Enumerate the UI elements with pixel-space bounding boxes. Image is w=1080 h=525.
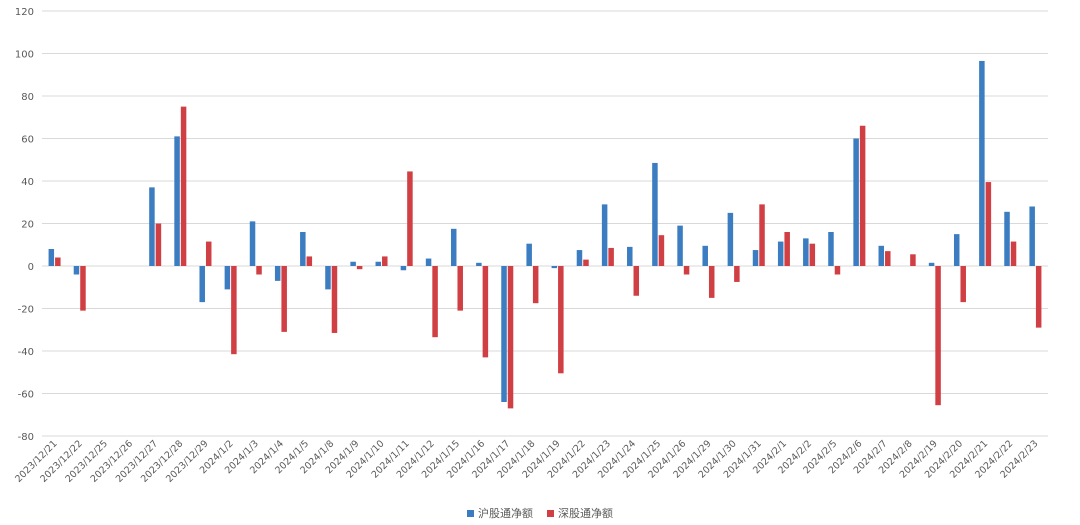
bar-series-2 xyxy=(834,266,841,275)
bar-series-2 xyxy=(985,182,992,266)
bar-series-1 xyxy=(1029,206,1035,266)
y-tick-label: 0 xyxy=(28,262,34,273)
legend: 沪股通净额 深股通净额 xyxy=(0,505,1080,521)
legend-swatch-series-2 xyxy=(547,509,554,517)
bar-series-1 xyxy=(928,262,935,266)
bar-series-2 xyxy=(658,235,665,266)
bar-series-2 xyxy=(558,266,564,374)
bar-series-1 xyxy=(878,245,885,266)
y-tick-label: -40 xyxy=(18,347,34,358)
bar-series-1 xyxy=(476,262,482,266)
bar-series-2 xyxy=(910,254,916,266)
bar-series-1 xyxy=(727,212,734,266)
bar-series-1 xyxy=(400,266,407,271)
bar-series-1 xyxy=(1004,211,1010,266)
bar-series-2 xyxy=(482,266,489,358)
bar-series-1 xyxy=(224,266,231,290)
bar-series-1 xyxy=(601,204,608,266)
bar-series-2 xyxy=(507,266,514,409)
y-tick-label: -20 xyxy=(18,305,34,316)
y-tick-label: 120 xyxy=(15,7,34,18)
bar-series-1 xyxy=(576,250,583,266)
bar-series-1 xyxy=(953,234,960,266)
bar-series-1 xyxy=(803,238,809,266)
bar-series-1 xyxy=(652,162,658,266)
bar-series-1 xyxy=(174,136,180,266)
legend-label-series-2: 深股通净额 xyxy=(558,507,613,520)
bar-series-2 xyxy=(708,266,715,298)
bar-series-1 xyxy=(501,266,507,402)
bar-series-1 xyxy=(199,266,205,303)
bar-series-2 xyxy=(306,256,313,266)
legend-label-series-1: 沪股通净额 xyxy=(478,507,533,520)
bar-series-2 xyxy=(1035,266,1042,328)
bar-series-1 xyxy=(777,241,784,266)
bar-series-2 xyxy=(231,266,237,355)
y-tick-label: 20 xyxy=(21,220,34,231)
bar-series-1 xyxy=(551,266,558,269)
bar-series-2 xyxy=(80,266,86,311)
bar-series-2 xyxy=(734,266,740,282)
bar-series-1 xyxy=(677,225,683,266)
bar-series-1 xyxy=(979,60,985,266)
bar-series-2 xyxy=(1010,241,1017,266)
bar-chart: -80 -60 -40 -20 0 20 40 60 80 100 120 2023/12/2120… xyxy=(13,7,1048,485)
bar-series-1 xyxy=(274,266,281,281)
bar-series-1 xyxy=(828,232,834,266)
bar-series-2 xyxy=(432,266,438,338)
bar-series-2 xyxy=(55,257,61,266)
bar-series-1 xyxy=(350,261,356,266)
bar-series-2 xyxy=(960,266,966,303)
bar-series-1 xyxy=(627,246,633,266)
bar-series-2 xyxy=(457,266,463,311)
x-axis-ticks: 2023/12/212023/12/222023/12/252023/12/26… xyxy=(13,438,1040,485)
bar-series-2 xyxy=(532,266,539,304)
bar-series-1 xyxy=(48,249,55,266)
bar-series-2 xyxy=(784,232,790,266)
y-tick-label: -80 xyxy=(18,432,34,443)
y-tick-label: 40 xyxy=(21,177,34,188)
bar-series-2 xyxy=(859,125,866,266)
bar-series-1 xyxy=(325,266,331,290)
bar-series-1 xyxy=(249,221,256,266)
legend-item-series-2: 深股通净额 xyxy=(547,505,613,521)
bar-series-1 xyxy=(853,138,859,266)
bar-series-2 xyxy=(407,171,413,266)
bar-series-1 xyxy=(300,232,306,266)
bar-series-2 xyxy=(683,266,690,275)
bar-series-1 xyxy=(450,228,457,266)
bars xyxy=(48,60,1042,409)
gridlines xyxy=(42,10,1048,437)
y-tick-label: 60 xyxy=(21,135,34,146)
bar-series-2 xyxy=(180,106,187,266)
bar-series-2 xyxy=(256,266,262,275)
bar-series-1 xyxy=(375,261,382,266)
bar-series-2 xyxy=(809,243,816,266)
y-tick-label: -60 xyxy=(18,390,34,401)
bar-series-2 xyxy=(885,251,891,266)
bar-series-1 xyxy=(73,266,80,275)
bar-series-1 xyxy=(425,258,432,266)
bar-series-2 xyxy=(331,266,338,333)
bar-series-1 xyxy=(752,250,759,266)
bar-series-2 xyxy=(356,266,363,270)
y-tick-label: 100 xyxy=(15,50,34,61)
bar-series-2 xyxy=(281,266,287,332)
legend-swatch-series-1 xyxy=(467,509,474,517)
legend-item-series-1: 沪股通净额 xyxy=(467,505,533,521)
bar-series-2 xyxy=(633,266,640,296)
bar-series-2 xyxy=(382,256,388,266)
bar-series-2 xyxy=(155,223,162,266)
bar-series-1 xyxy=(526,243,532,266)
bar-series-2 xyxy=(205,241,212,266)
y-tick-label: 80 xyxy=(21,92,34,103)
y-axis-ticks: -80 -60 -40 -20 0 20 40 60 80 100 120 xyxy=(15,7,34,443)
bar-series-2 xyxy=(583,259,589,266)
bar-series-2 xyxy=(759,204,765,266)
bar-series-2 xyxy=(608,247,614,266)
bar-series-1 xyxy=(702,245,708,266)
bar-series-1 xyxy=(149,187,155,266)
bar-series-2 xyxy=(935,266,941,406)
